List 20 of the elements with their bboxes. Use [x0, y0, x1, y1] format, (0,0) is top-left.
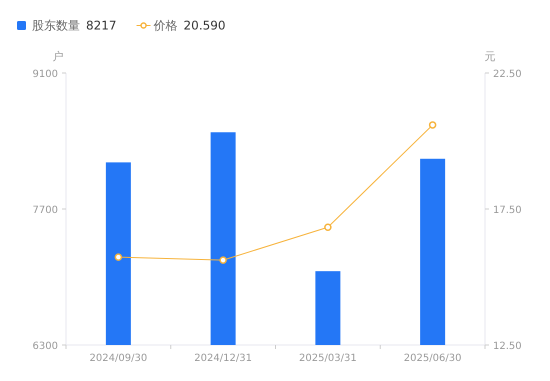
x-tick-label: 2024/09/30 — [90, 353, 148, 364]
point — [324, 223, 332, 231]
text: 20.590 — [184, 18, 226, 32]
point — [219, 256, 227, 264]
y-axis-title: 户 — [52, 50, 64, 63]
x-tick-label: 2025/06/30 — [404, 353, 462, 364]
x-tick-label: 2025/03/31 — [299, 353, 357, 364]
y2-axis-title: 元 — [484, 50, 496, 63]
y2-tick-label: 17.50 — [493, 205, 522, 216]
legend-label: 股东数量 — [32, 18, 80, 32]
y-tick-label: 9100 — [32, 69, 58, 80]
y2-tick-label: 12.50 — [493, 341, 522, 352]
legend-label: 价格 — [152, 18, 178, 32]
y-tick-label: 7700 — [32, 205, 58, 216]
x-tick-label: 2024/12/31 — [194, 353, 252, 364]
text: 8217 — [86, 18, 117, 32]
point — [114, 253, 122, 261]
point — [428, 121, 436, 129]
y-tick-label: 6300 — [32, 341, 58, 352]
y2-tick-label: 22.50 — [493, 69, 522, 80]
